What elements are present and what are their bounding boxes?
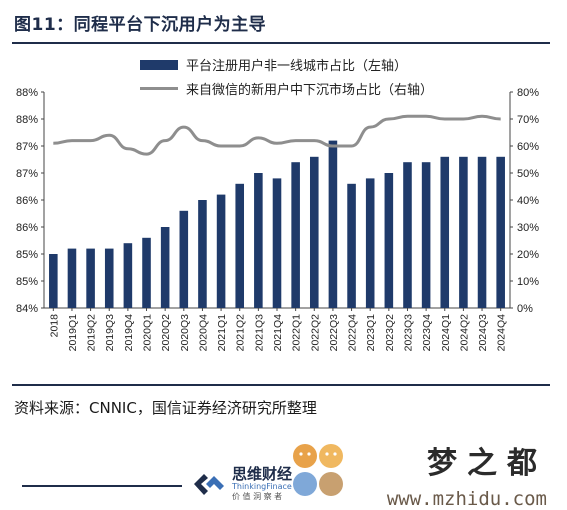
y-right-tick-label: 0% bbox=[517, 303, 533, 315]
x-tick-label: 2023Q3 bbox=[402, 314, 414, 352]
bar bbox=[384, 173, 394, 308]
bar bbox=[347, 183, 356, 308]
bar bbox=[49, 254, 58, 308]
legend-line-entry: 来自微信的新用户中下沉市场占比（右轴） bbox=[140, 79, 433, 98]
y-left-tick-label: 87% bbox=[16, 141, 38, 153]
y-right-tick-label: 60% bbox=[517, 141, 539, 153]
y-left-tick-label: 85% bbox=[16, 249, 38, 261]
bar bbox=[496, 156, 505, 308]
legend-line-swatch bbox=[140, 87, 178, 90]
legend-bar-swatch bbox=[140, 59, 178, 70]
figure-title: 图11：同程平台下沉用户为主导 bbox=[14, 15, 267, 35]
bar bbox=[104, 248, 114, 308]
brand-subtitle: ThinkingFinace bbox=[232, 482, 292, 491]
y-left-tick-label: 86% bbox=[16, 222, 38, 234]
watermark-name: 梦之都 bbox=[427, 446, 547, 481]
source-note: 资料来源：CNNIC，国信证券经济研究所整理 bbox=[14, 399, 317, 417]
y-left-tick-label: 85% bbox=[16, 276, 38, 288]
x-tick-label: 2022Q2 bbox=[309, 314, 321, 352]
bar bbox=[179, 210, 189, 308]
bar bbox=[440, 156, 450, 308]
y-right-tick-label: 50% bbox=[517, 168, 539, 180]
brand-name: 思维财经 bbox=[232, 465, 293, 483]
bar bbox=[328, 140, 338, 308]
x-tick-label: 2019Q4 bbox=[123, 314, 135, 352]
y-right-tick-label: 80% bbox=[517, 87, 539, 99]
bar bbox=[365, 178, 375, 308]
x-tick-label: 2019Q2 bbox=[86, 314, 98, 352]
series-line bbox=[53, 114, 501, 156]
source-divider bbox=[12, 384, 550, 386]
x-tick-label: 2021Q2 bbox=[235, 314, 247, 352]
watermark-faces-icon bbox=[292, 444, 343, 496]
bar bbox=[198, 200, 207, 308]
brand-mark-icon bbox=[192, 469, 226, 499]
x-tick-label: 2020Q3 bbox=[179, 314, 191, 352]
x-tick-label: 2020Q4 bbox=[197, 314, 209, 352]
bar bbox=[291, 162, 300, 308]
x-tick-label: 2021Q3 bbox=[253, 314, 265, 352]
bar bbox=[477, 156, 487, 308]
y-left-tick-label: 88% bbox=[16, 87, 38, 99]
x-tick-label: 2024Q3 bbox=[477, 314, 489, 352]
x-tick-label: 2023Q2 bbox=[384, 314, 396, 352]
y-right-tick-label: 10% bbox=[517, 276, 539, 288]
footer-rule bbox=[22, 485, 182, 487]
x-tick-label: 2022Q3 bbox=[328, 314, 340, 352]
x-tick-label: 2024Q1 bbox=[440, 314, 452, 352]
watermark: 梦之都 www.mzhidu.com bbox=[292, 438, 547, 510]
bar bbox=[142, 237, 151, 308]
y-right-tick-label: 20% bbox=[517, 249, 539, 261]
y-left-tick-label: 84% bbox=[16, 303, 38, 315]
x-tick-label: 2022Q1 bbox=[291, 314, 303, 352]
x-tick-label: 2023Q4 bbox=[421, 314, 433, 352]
y-left-tick-label: 88% bbox=[16, 114, 38, 126]
x-tick-label: 2019Q3 bbox=[104, 314, 116, 352]
x-tick-label: 2022Q4 bbox=[347, 314, 359, 352]
y-right-tick-label: 70% bbox=[517, 114, 539, 126]
y-left-tick-label: 86% bbox=[16, 195, 38, 207]
title-divider bbox=[12, 42, 550, 44]
bar bbox=[123, 243, 133, 308]
combo-chart: 84% 85% 85% 86% 86% 87% 87% 88% 88% 0% 10% 20% 30% 40… bbox=[16, 87, 539, 352]
bar bbox=[216, 194, 226, 308]
bar bbox=[309, 156, 319, 308]
bar bbox=[459, 156, 468, 308]
legend-bar-entry: 平台注册用户非一线城市占比（左轴） bbox=[140, 55, 407, 74]
bar bbox=[403, 162, 412, 308]
bar bbox=[254, 173, 263, 308]
bar bbox=[67, 248, 77, 308]
x-tick-label: 2021Q4 bbox=[272, 314, 284, 352]
x-tick-label: 2023Q1 bbox=[365, 314, 377, 352]
x-tick-label: 2020Q1 bbox=[142, 314, 154, 352]
x-tick-label: 2024Q2 bbox=[458, 314, 470, 352]
x-tick-label: 2021Q1 bbox=[216, 314, 228, 352]
x-tick-label: 2020Q2 bbox=[160, 314, 172, 352]
brand-logo: 思维财经 ThinkingFinace 价 值 洞 察 者 bbox=[192, 466, 292, 502]
watermark-url: www.mzhidu.com bbox=[386, 488, 547, 510]
bar bbox=[235, 183, 245, 308]
y-left-tick-label: 87% bbox=[16, 168, 38, 180]
bar bbox=[421, 162, 431, 308]
bar bbox=[272, 178, 282, 308]
x-tick-label: 2019Q1 bbox=[67, 314, 79, 352]
bar bbox=[86, 248, 95, 308]
legend-bar-label: 平台注册用户非一线城市占比（左轴） bbox=[186, 59, 408, 74]
x-tick-label: 2024Q4 bbox=[496, 314, 508, 352]
y-right-tick-label: 40% bbox=[517, 195, 539, 207]
x-tick-label: 2018 bbox=[48, 314, 60, 338]
bar bbox=[160, 227, 170, 308]
y-right-tick-label: 30% bbox=[517, 222, 539, 234]
brand-tagline: 价 值 洞 察 者 bbox=[232, 492, 283, 501]
legend-line-label: 来自微信的新用户中下沉市场占比（右轴） bbox=[186, 83, 434, 98]
